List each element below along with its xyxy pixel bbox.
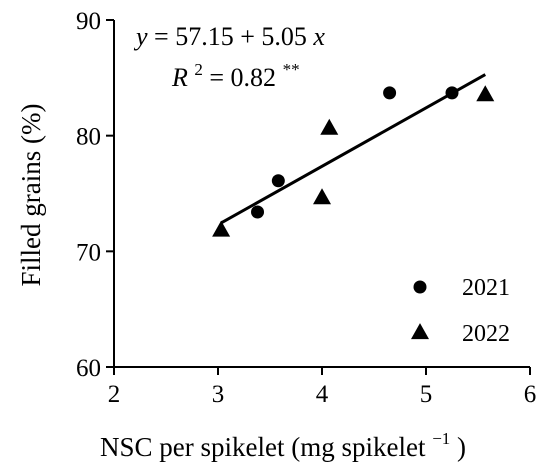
r-squared-label: R 2 = 0.82 **	[171, 52, 300, 92]
axes: 2 3 4 5 6 60 70 80 90	[76, 8, 536, 408]
x-axis-title-superscript: −1	[432, 429, 450, 448]
x-tick-label-6: 6	[524, 381, 537, 408]
point-2021-4	[445, 86, 459, 100]
legend-label-2022: 2022	[462, 321, 510, 347]
point-2022-1	[212, 220, 231, 237]
y-axis-title: Filled grains (%)	[16, 104, 46, 287]
point-2021-2	[271, 174, 285, 188]
point-2022-3	[320, 118, 339, 135]
equation-x: x	[312, 22, 325, 51]
point-2022-2	[313, 188, 331, 205]
y-tick-label-80: 80	[76, 124, 101, 151]
legend: 2021 2022	[411, 275, 510, 347]
legend-marker-2021	[413, 280, 427, 294]
y-tick-label-90: 90	[76, 8, 101, 35]
x-tick-label-3: 3	[212, 381, 225, 408]
equation-y: y	[133, 22, 148, 51]
y-tick-label-70: 70	[76, 239, 101, 266]
legend-marker-2022	[411, 323, 429, 340]
regression-equation: y = 57.15 + 5.05 x	[133, 22, 325, 51]
legend-label-2021: 2021	[462, 275, 510, 301]
x-axis-title-text: NSC per spikelet (mg spikelet	[100, 432, 426, 462]
r-symbol: R	[171, 63, 188, 92]
y-tick-label-60: 60	[76, 355, 101, 382]
chart-marks	[212, 73, 495, 237]
r-superscript: 2	[194, 60, 203, 79]
x-axis-title-close: )	[457, 432, 466, 462]
x-tick-label-4: 4	[316, 381, 329, 408]
r-squared-value: = 0.82	[209, 63, 276, 92]
point-2021-1	[251, 205, 265, 219]
x-axis-title: NSC per spikelet (mg spikelet −1 )	[100, 420, 466, 462]
x-tick-label-2: 2	[108, 381, 121, 408]
point-2022-4	[476, 85, 495, 102]
x-tick-label-5: 5	[420, 381, 433, 408]
point-2021-3	[383, 86, 397, 100]
equation-body: = 57.15 + 5.05	[154, 22, 307, 51]
regression-line	[220, 73, 487, 225]
significance-stars: **	[283, 60, 300, 79]
